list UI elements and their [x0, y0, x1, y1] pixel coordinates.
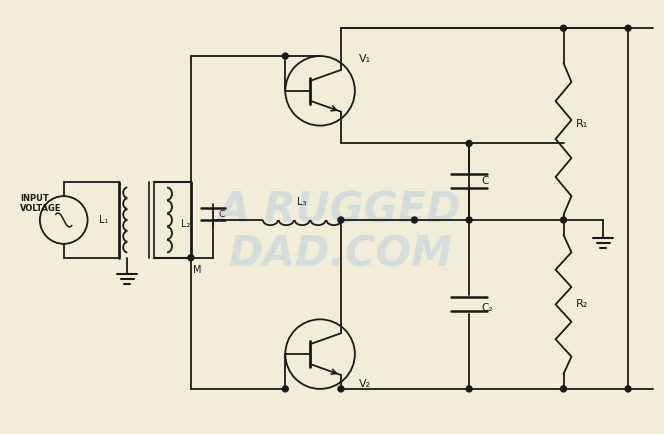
Text: L₁: L₁ [99, 215, 108, 225]
Text: A RUGGED: A RUGGED [218, 189, 461, 231]
Text: C: C [218, 210, 225, 219]
Text: R₁: R₁ [576, 118, 588, 128]
Text: C: C [481, 176, 489, 186]
Circle shape [282, 53, 288, 59]
Text: V₁: V₁ [359, 54, 371, 64]
Circle shape [466, 386, 472, 392]
Text: VOLTAGE: VOLTAGE [20, 204, 62, 213]
Circle shape [560, 386, 566, 392]
Circle shape [188, 255, 194, 261]
Circle shape [412, 217, 418, 223]
Text: DAD.COM: DAD.COM [228, 234, 452, 276]
Circle shape [560, 217, 566, 223]
Circle shape [625, 386, 631, 392]
Text: R₂: R₂ [576, 299, 588, 309]
Circle shape [338, 217, 344, 223]
Text: L₃: L₃ [297, 197, 307, 207]
Text: L₂: L₂ [181, 219, 191, 229]
Circle shape [282, 386, 288, 392]
Text: V₂: V₂ [359, 379, 371, 389]
Circle shape [338, 386, 344, 392]
Text: C₂: C₂ [481, 303, 493, 313]
Text: M: M [193, 265, 201, 275]
Circle shape [560, 25, 566, 31]
Text: INPUT: INPUT [20, 194, 48, 203]
Circle shape [466, 217, 472, 223]
Circle shape [625, 25, 631, 31]
Circle shape [466, 141, 472, 146]
